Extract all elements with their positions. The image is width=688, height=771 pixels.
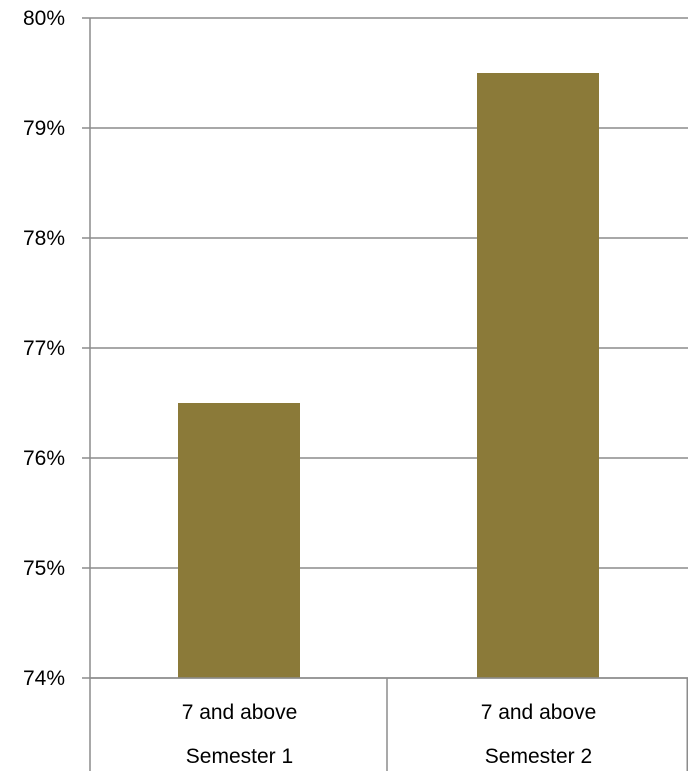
x-group-label: Semester 1 bbox=[186, 745, 293, 768]
bar bbox=[178, 403, 300, 678]
x-group-label: Semester 2 bbox=[485, 745, 592, 768]
bars bbox=[178, 73, 599, 678]
y-tick-labels: 74% 75% 76% 77% 78% 79% 80% bbox=[23, 7, 65, 690]
axes bbox=[89, 18, 688, 771]
y-tick-label: 78% bbox=[23, 227, 65, 250]
x-category-labels: 7 and above Semester 1 7 and above Semester… bbox=[182, 701, 597, 768]
x-category-label: 7 and above bbox=[182, 701, 298, 724]
y-tick-label: 74% bbox=[23, 667, 65, 690]
bar bbox=[477, 73, 599, 678]
y-tick-label: 79% bbox=[23, 117, 65, 140]
y-tick-label: 77% bbox=[23, 337, 65, 360]
y-tick-label: 76% bbox=[23, 447, 65, 470]
x-category-label: 7 and above bbox=[481, 701, 597, 724]
y-tick-label: 75% bbox=[23, 557, 65, 580]
y-tick-label: 80% bbox=[23, 7, 65, 30]
